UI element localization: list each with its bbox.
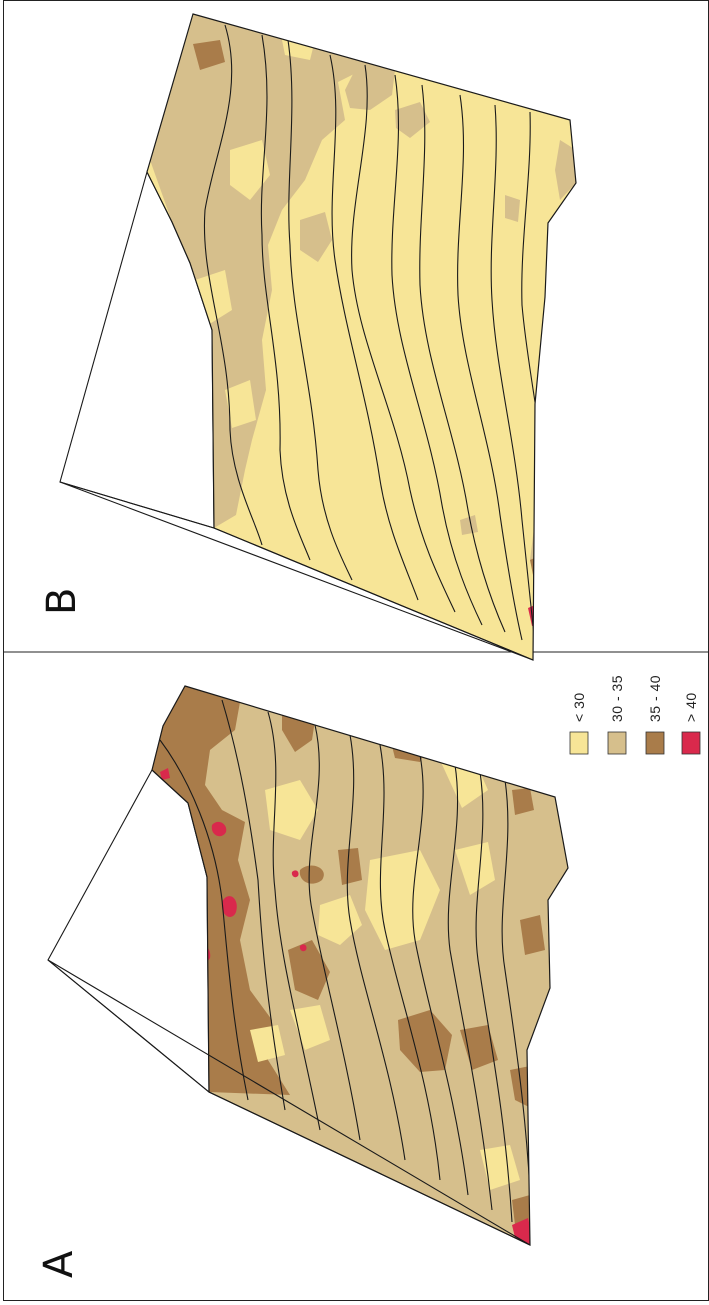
panel-a-empty-region [47, 769, 210, 1094]
map-b-mid-zone [395, 102, 430, 138]
panel-b-wedge [59, 481, 534, 661]
map-a-veryhigh-patch [221, 896, 237, 917]
legend-item: < 30 [569, 692, 589, 755]
map-a-low-patch [290, 1005, 330, 1050]
map-a-contours [159, 699, 533, 1233]
map-a-low-patch [480, 1145, 520, 1190]
legend-swatch-high [645, 731, 665, 755]
map-a-low-patch [265, 780, 318, 840]
legend-swatch-mid [607, 731, 627, 755]
map-a-high-patch [398, 1010, 452, 1072]
map-b-low-patch [225, 380, 256, 428]
map-b-mid-zone [555, 140, 576, 200]
map-a-high-patch [338, 848, 362, 885]
panel-a: A [36, 685, 569, 1278]
legend-item: 35 - 40 [645, 675, 665, 755]
map-b-mid-zone [300, 212, 332, 262]
map-b-mid-zone [505, 195, 520, 222]
map-b-mid-zone [150, 14, 362, 528]
map-a-veryhigh-patch [299, 944, 307, 952]
legend-item: > 40 [681, 692, 701, 755]
panel-b-label: B [39, 588, 85, 615]
map-b-high-patch [193, 40, 225, 70]
map-a-high-patch [299, 865, 324, 884]
map-a-veryhigh-patch [540, 1163, 547, 1171]
legend-label-mid: 30 - 35 [609, 675, 625, 722]
legend-label-low: < 30 [571, 692, 587, 722]
legend: < 30 30 - 35 35 - 40 > 40 [569, 675, 701, 755]
map-b-high-patch [548, 505, 572, 532]
map-a-veryhigh-patch [160, 768, 170, 780]
map-a-high-patch [520, 915, 545, 955]
map-a-low-patch [455, 842, 495, 895]
legend-label-veryhigh: > 40 [683, 692, 699, 722]
panel-a-label: A [36, 1250, 82, 1278]
map-b-mid-zone [345, 60, 395, 110]
map-a-veryhigh-patch [291, 870, 299, 878]
map-b-mid-zone [460, 515, 478, 535]
map-a-high-patch [288, 940, 330, 1000]
legend-swatch-veryhigh [681, 731, 701, 755]
map-b-mid-zone [540, 430, 565, 500]
panel-a-wedge [47, 959, 531, 1246]
legend-swatch-low [569, 731, 589, 755]
map-b-low-patch [230, 140, 270, 200]
map-a-veryhigh-patch [211, 821, 227, 837]
map-b-mid-zone [530, 505, 572, 610]
legend-label-high: 35 - 40 [647, 675, 663, 722]
map-a-low-patch [318, 895, 362, 945]
legend-item: 30 - 35 [607, 675, 627, 755]
map-a-high-patch [512, 788, 534, 815]
panel-b: B [39, 13, 577, 661]
